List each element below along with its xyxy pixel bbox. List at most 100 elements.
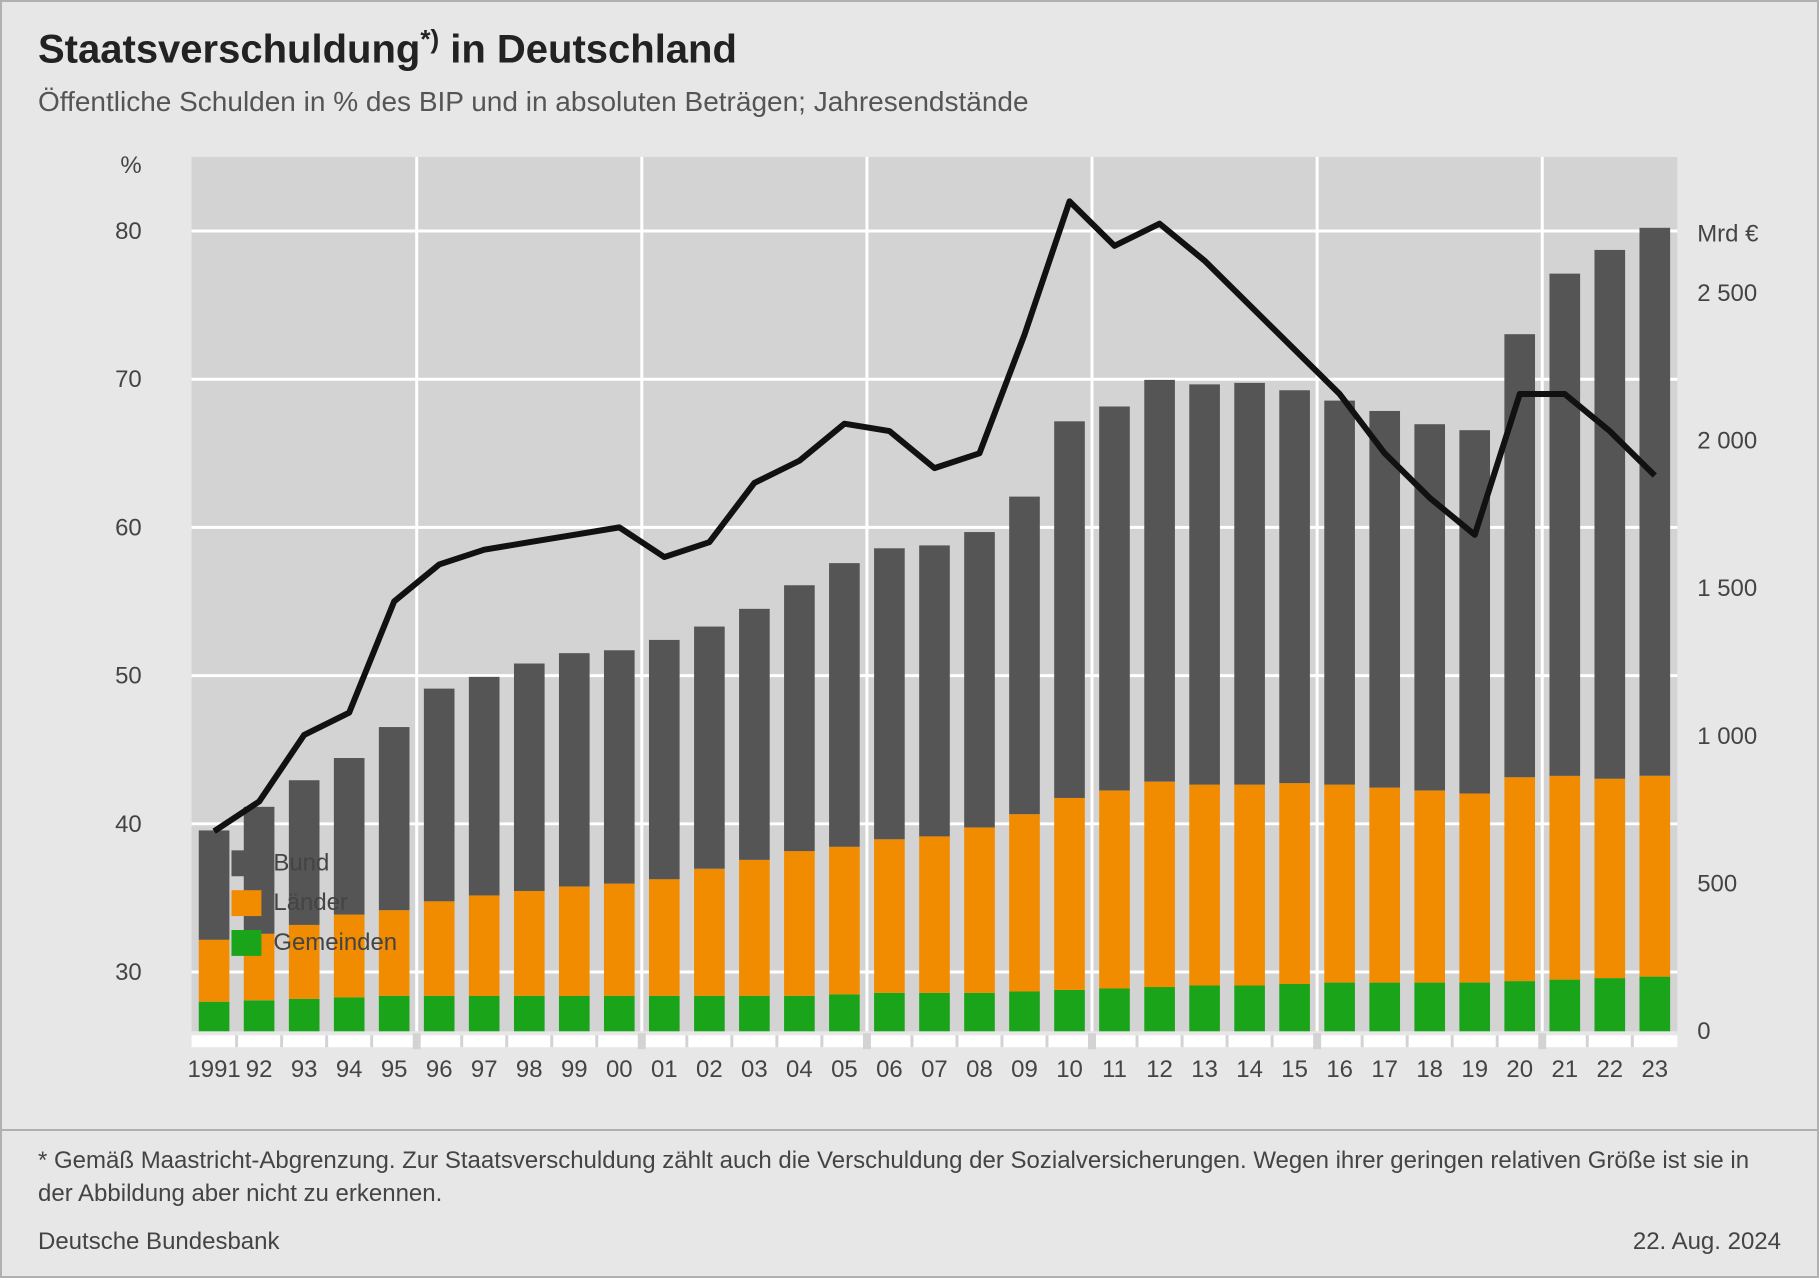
bar-gemeinden [919, 993, 950, 1031]
x-label: 92 [246, 1056, 273, 1083]
x-tick-strip [192, 1033, 1678, 1049]
title-sup: *) [420, 24, 439, 54]
bar-laender [964, 827, 995, 992]
right-tick-label: 500 [1697, 871, 1737, 898]
bar-bund [604, 650, 635, 883]
legend-swatch [231, 890, 261, 916]
bar-laender [1144, 782, 1175, 987]
right-axis-unit: Mrd € [1697, 221, 1758, 248]
bar-laender [1009, 814, 1040, 991]
bar-laender [1414, 791, 1445, 983]
x-label: 19 [1461, 1056, 1488, 1083]
x-label: 02 [696, 1056, 723, 1083]
bar-gemeinden [1189, 985, 1220, 1031]
bar-bund [1549, 274, 1580, 776]
left-tick-label: 40 [115, 811, 142, 838]
bar-laender [334, 915, 365, 998]
x-label: 07 [921, 1056, 948, 1083]
bar-bund [469, 677, 500, 896]
bar-gemeinden [1009, 991, 1040, 1031]
legend-swatch [231, 930, 261, 956]
x-label: 98 [516, 1056, 543, 1083]
bar-gemeinden [1459, 983, 1490, 1032]
bar-bund [1414, 424, 1445, 790]
x-label: 09 [1011, 1056, 1038, 1083]
right-tick-label: 0 [1697, 1018, 1710, 1045]
bar-gemeinden [379, 996, 410, 1031]
x-label: 17 [1371, 1056, 1398, 1083]
x-label: 96 [426, 1056, 453, 1083]
bar-laender [424, 901, 455, 996]
x-label: 21 [1551, 1056, 1578, 1083]
right-tick-label: 1 000 [1697, 723, 1757, 750]
x-label: 1991 [187, 1056, 240, 1083]
x-label: 00 [606, 1056, 633, 1083]
left-tick-label: 70 [115, 366, 142, 393]
date: 22. Aug. 2024 [1633, 1228, 1781, 1256]
bar-bund [1054, 421, 1085, 798]
bar-laender [1369, 788, 1400, 983]
bar-gemeinden [649, 996, 680, 1031]
bar-gemeinden [514, 996, 545, 1031]
bar-bund [649, 640, 680, 879]
title-suffix: in Deutschland [439, 27, 737, 71]
bar-gemeinden [964, 993, 995, 1031]
right-tick-label: 2 500 [1697, 280, 1757, 307]
bar-bund [514, 664, 545, 891]
bar-gemeinden [874, 993, 905, 1031]
x-label: 12 [1146, 1056, 1173, 1083]
bar-laender [199, 940, 230, 1002]
bar-gemeinden [1144, 987, 1175, 1031]
bar-laender [1279, 783, 1310, 984]
bar-gemeinden [694, 996, 725, 1031]
footnote: * Gemäß Maastricht-Abgrenzung. Zur Staat… [38, 1145, 1781, 1210]
bar-laender [1099, 791, 1130, 989]
x-label: 23 [1641, 1056, 1668, 1083]
bar-gemeinden [424, 996, 455, 1031]
x-label: 14 [1236, 1056, 1263, 1083]
bar-bund [424, 689, 455, 902]
legend-swatch [231, 850, 261, 876]
bar-bund [964, 532, 995, 827]
bar-laender [1504, 777, 1535, 981]
bar-laender [514, 891, 545, 996]
x-label: 93 [291, 1056, 318, 1083]
legend-label: Länder [273, 889, 348, 916]
bar-bund [1144, 380, 1175, 782]
x-label: 95 [381, 1056, 408, 1083]
bar-laender [1459, 793, 1490, 982]
x-label: 05 [831, 1056, 858, 1083]
x-label: 11 [1102, 1056, 1127, 1083]
x-label: 18 [1416, 1056, 1443, 1083]
x-label: 97 [471, 1056, 498, 1083]
x-label: 06 [876, 1056, 903, 1083]
bar-bund [784, 585, 815, 851]
chart-footer: * Gemäß Maastricht-Abgrenzung. Zur Staat… [2, 1129, 1817, 1276]
bar-bund [1594, 250, 1625, 779]
plot-area: %304050607080Mrd €05001 0001 5002 0002 5… [2, 137, 1817, 1101]
bar-gemeinden [1549, 980, 1580, 1032]
bar-bund [1639, 228, 1670, 776]
bar-bund [1324, 401, 1355, 785]
bar-gemeinden [739, 996, 770, 1031]
bar-laender [1234, 785, 1265, 986]
bar-gemeinden [829, 994, 860, 1031]
chart-container: Staatsverschuldung*) in Deutschland Öffe… [0, 0, 1819, 1278]
bar-bund [1234, 383, 1265, 785]
bar-laender [469, 895, 500, 995]
bar-bund [1279, 390, 1310, 783]
bar-laender [694, 869, 725, 996]
left-tick-label: 60 [115, 514, 142, 541]
bar-bund [739, 609, 770, 860]
x-ticks: 1991929394959697989900010203040506070809… [187, 1056, 1668, 1083]
bar-gemeinden [1234, 985, 1265, 1031]
bar-laender [559, 887, 590, 996]
left-axis-unit: % [120, 152, 141, 179]
bar-bund [874, 548, 905, 839]
bar-gemeinden [1369, 983, 1400, 1032]
bar-gemeinden [199, 1002, 230, 1032]
bar-laender [1054, 798, 1085, 990]
bar-gemeinden [289, 999, 320, 1031]
bar-bund [694, 627, 725, 869]
bar-laender [1549, 776, 1580, 980]
